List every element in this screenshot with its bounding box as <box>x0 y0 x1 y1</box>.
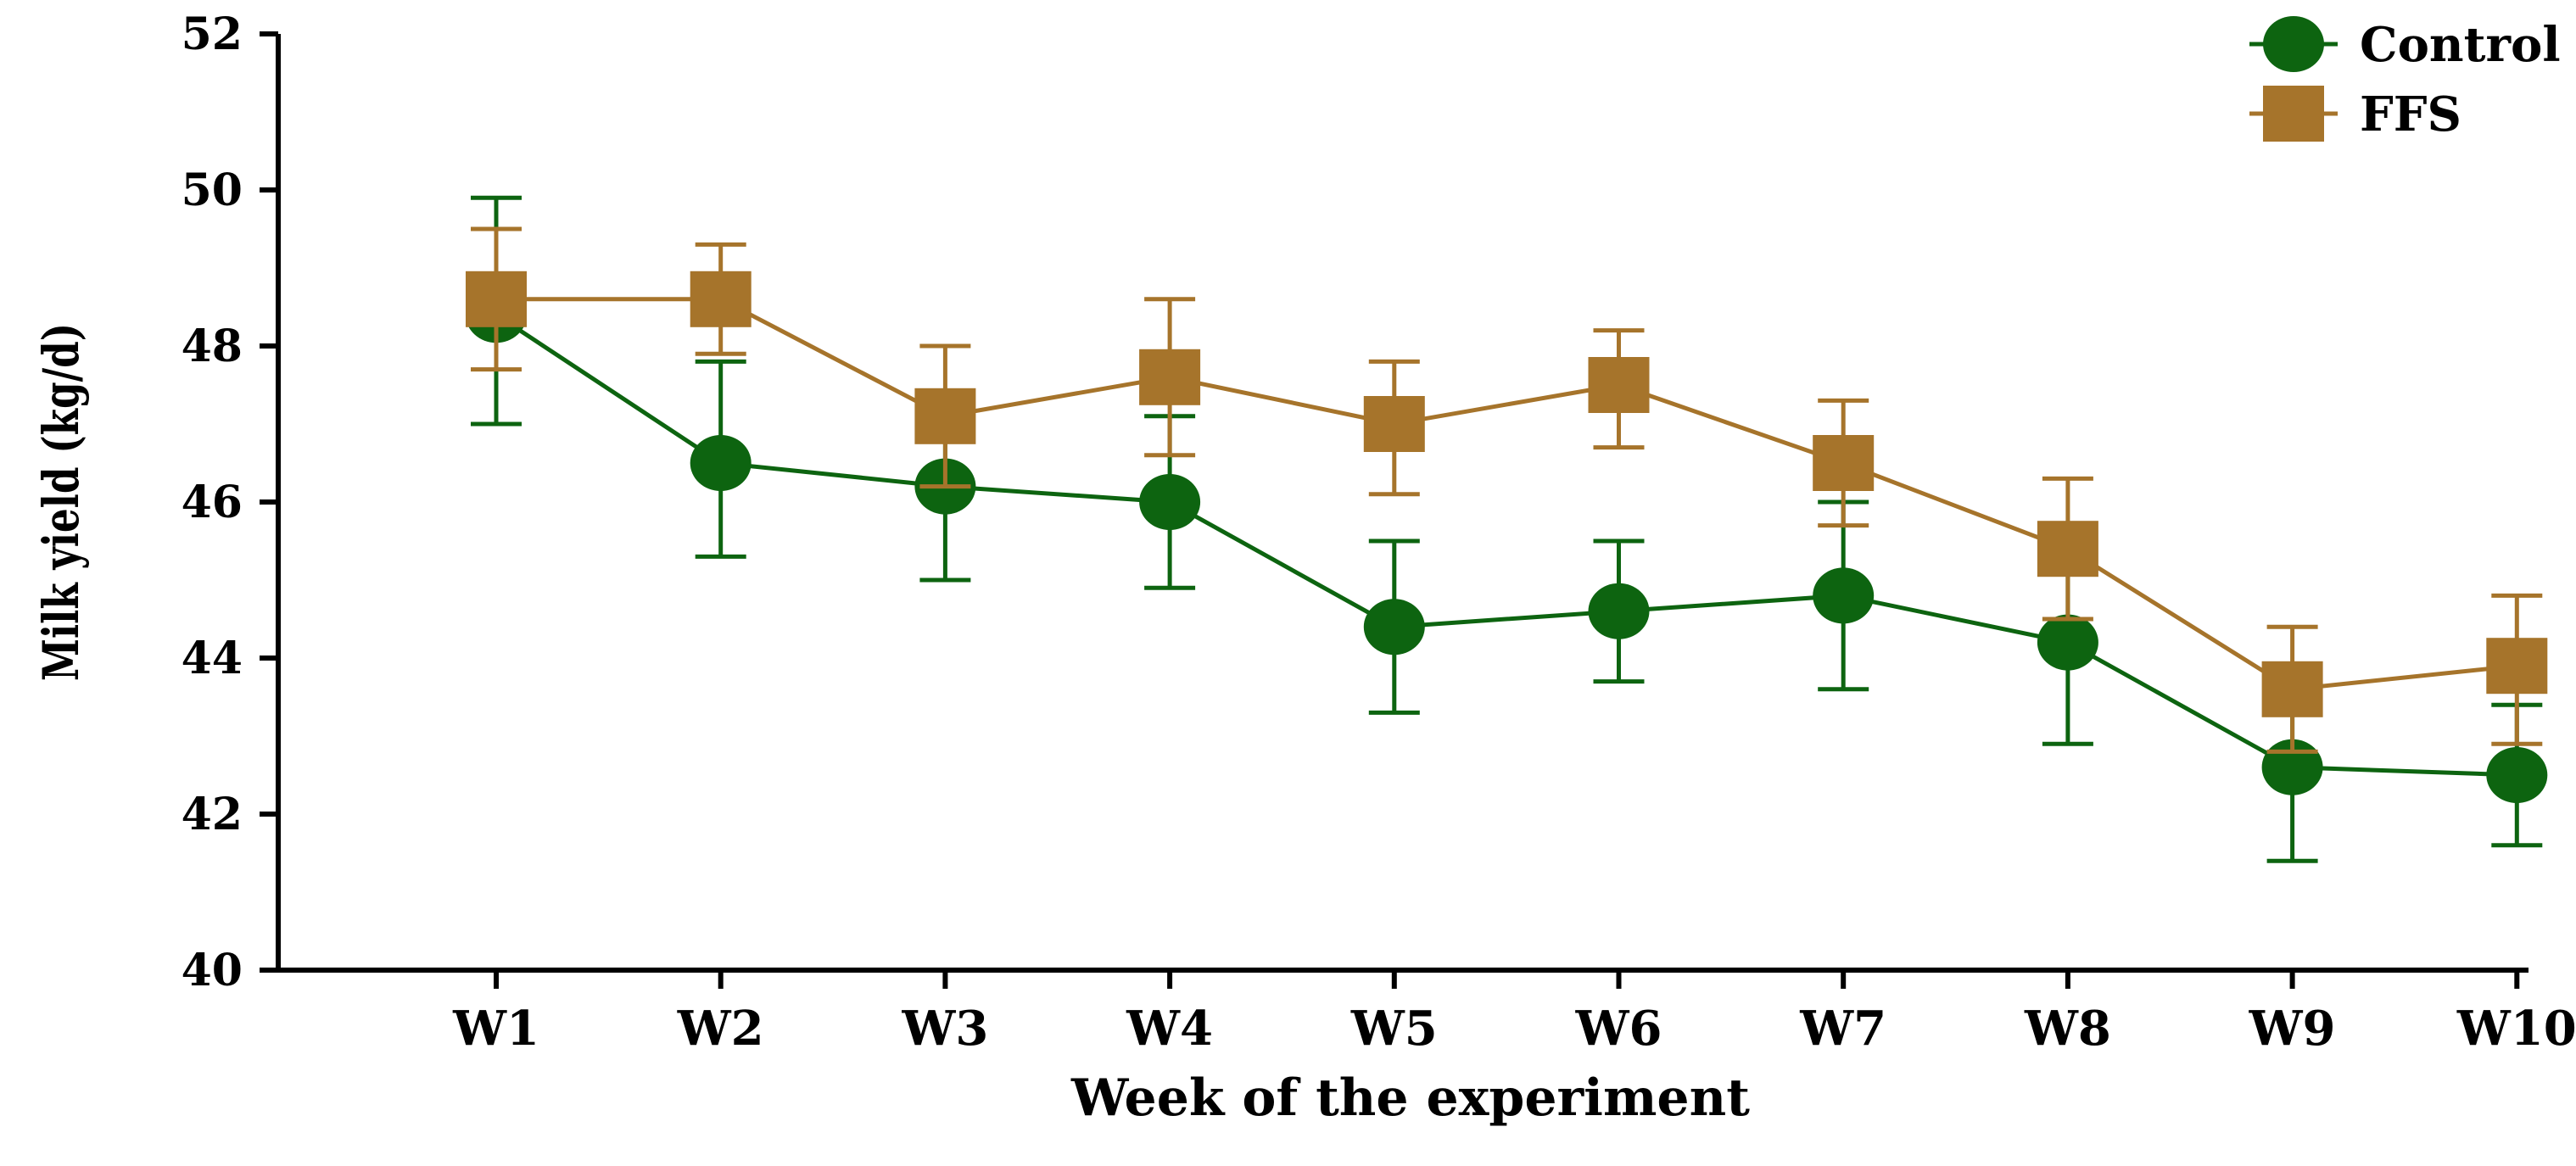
series-control <box>466 195 2548 863</box>
data-point <box>1813 567 1875 624</box>
data-point <box>690 435 752 491</box>
data-point <box>466 271 527 327</box>
data-point <box>1813 435 1875 491</box>
x-axis-title: Week of the experiment <box>1070 1068 1750 1128</box>
y-tick-label: 40 <box>182 945 243 996</box>
x-tick-label: W6 <box>1575 1001 1662 1057</box>
legend-marker <box>2263 16 2324 72</box>
data-point <box>2261 661 2323 717</box>
data-point <box>2037 614 2098 671</box>
x-tick-label: W8 <box>2024 1001 2111 1057</box>
x-tick-label: W10 <box>2456 1001 2576 1057</box>
x-tick-label: W2 <box>677 1001 764 1057</box>
data-point <box>914 388 976 444</box>
series-line <box>495 313 2517 778</box>
legend-label: Control <box>2360 17 2561 73</box>
y-tick-label: 50 <box>182 165 243 216</box>
x-tick-label: W7 <box>1799 1001 1886 1057</box>
data-point <box>1363 599 1425 656</box>
data-point <box>2037 521 2098 577</box>
y-tick-label: 46 <box>182 477 243 528</box>
series-line <box>496 297 2517 692</box>
x-tick-label: W9 <box>2249 1001 2336 1057</box>
y-tick-label: 42 <box>182 789 243 840</box>
legend-marker <box>2263 86 2324 142</box>
data-point <box>1588 357 1650 413</box>
data-point <box>1588 583 1650 639</box>
data-point <box>690 271 752 327</box>
y-tick-label: 48 <box>182 321 243 372</box>
x-tick-label: W3 <box>901 1001 988 1057</box>
x-tick-label: W1 <box>452 1001 539 1057</box>
data-point <box>2486 638 2548 695</box>
y-axis-title: Milk yield (kg/d) <box>32 323 90 681</box>
y-ticks: 40 42 44 46 48 50 52 <box>182 8 278 996</box>
y-tick-label: 44 <box>182 633 243 684</box>
x-ticks: W1 W2 W3 W4 W5 W6 W7 W8 W9 W10 <box>452 970 2576 1057</box>
y-tick-label: 52 <box>182 8 243 60</box>
data-point <box>1139 349 1201 405</box>
data-point <box>1363 396 1425 452</box>
data-point <box>2486 747 2548 803</box>
x-tick-label: W4 <box>1126 1001 1213 1057</box>
x-tick-label: W5 <box>1350 1001 1438 1057</box>
series-layer <box>466 195 2548 863</box>
data-point <box>1139 474 1201 530</box>
axes <box>276 34 2529 973</box>
series-ffs <box>466 226 2548 754</box>
legend: Control FFS <box>2249 16 2561 142</box>
legend-label: FFS <box>2360 86 2461 142</box>
